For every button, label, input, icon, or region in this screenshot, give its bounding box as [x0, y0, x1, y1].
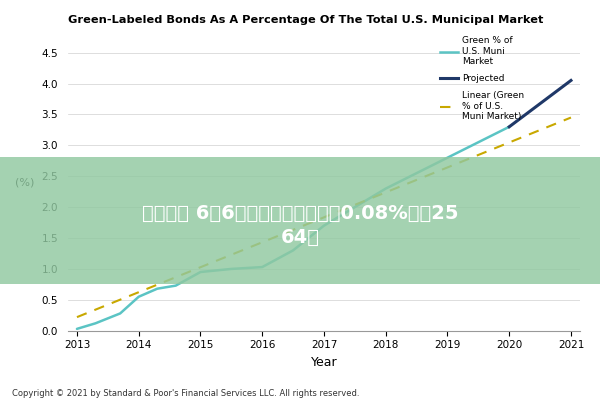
Text: Copyright © 2021 by Standard & Poor's Financial Services LLC. All rights reserve: Copyright © 2021 by Standard & Poor's Fi… — [12, 389, 359, 398]
Y-axis label: (%): (%) — [15, 178, 34, 188]
Legend: Green % of
U.S. Muni
Market, Projected, Linear (Green
% of U.S.
Muni Market): Green % of U.S. Muni Market, Projected, … — [436, 33, 528, 125]
Text: 64元: 64元 — [281, 228, 320, 247]
Text: Green-Labeled Bonds As A Percentage Of The Total U.S. Municipal Market: Green-Labeled Bonds As A Percentage Of T… — [68, 15, 543, 25]
Text: 免息配资 6月6日甲醇期货收盘下跌0.08%，报25: 免息配资 6月6日甲醇期货收盘下跌0.08%，报25 — [142, 204, 458, 223]
X-axis label: Year: Year — [311, 356, 337, 369]
